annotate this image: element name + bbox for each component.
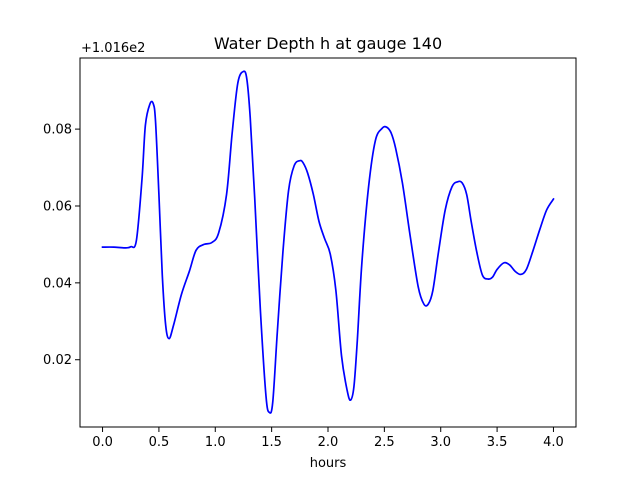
x-tick-label: 1.0 (205, 435, 226, 450)
x-tick-label: 2.0 (318, 435, 339, 450)
x-tick-label: 3.0 (430, 435, 451, 450)
series-line (101, 70, 555, 414)
x-tick-label: 0.0 (92, 435, 113, 450)
y-tick-label: 0.06 (43, 199, 72, 214)
x-tick-label: 1.5 (261, 435, 282, 450)
x-tick-label: 0.5 (149, 435, 170, 450)
axes-frame (79, 57, 577, 428)
x-axis-ticks: 0.0 0.5 1.0 1.5 2.0 2.5 3.0 3.5 4.0 (92, 427, 564, 450)
x-tick-label: 3.5 (487, 435, 508, 450)
x-tick-label: 2.5 (374, 435, 395, 450)
y-tick-label: 0.08 (43, 123, 72, 138)
y-offset-label: +1.016e2 (81, 41, 145, 56)
y-tick-label: 0.04 (43, 276, 72, 291)
x-tick-label: 4.0 (543, 435, 564, 450)
plot-area (101, 70, 555, 414)
x-axis-label: hours (310, 456, 347, 471)
y-tick-label: 0.02 (43, 353, 72, 368)
y-axis-ticks: 0.02 0.04 0.06 0.08 (43, 123, 80, 368)
chart-title: Water Depth h at gauge 140 (214, 34, 442, 53)
